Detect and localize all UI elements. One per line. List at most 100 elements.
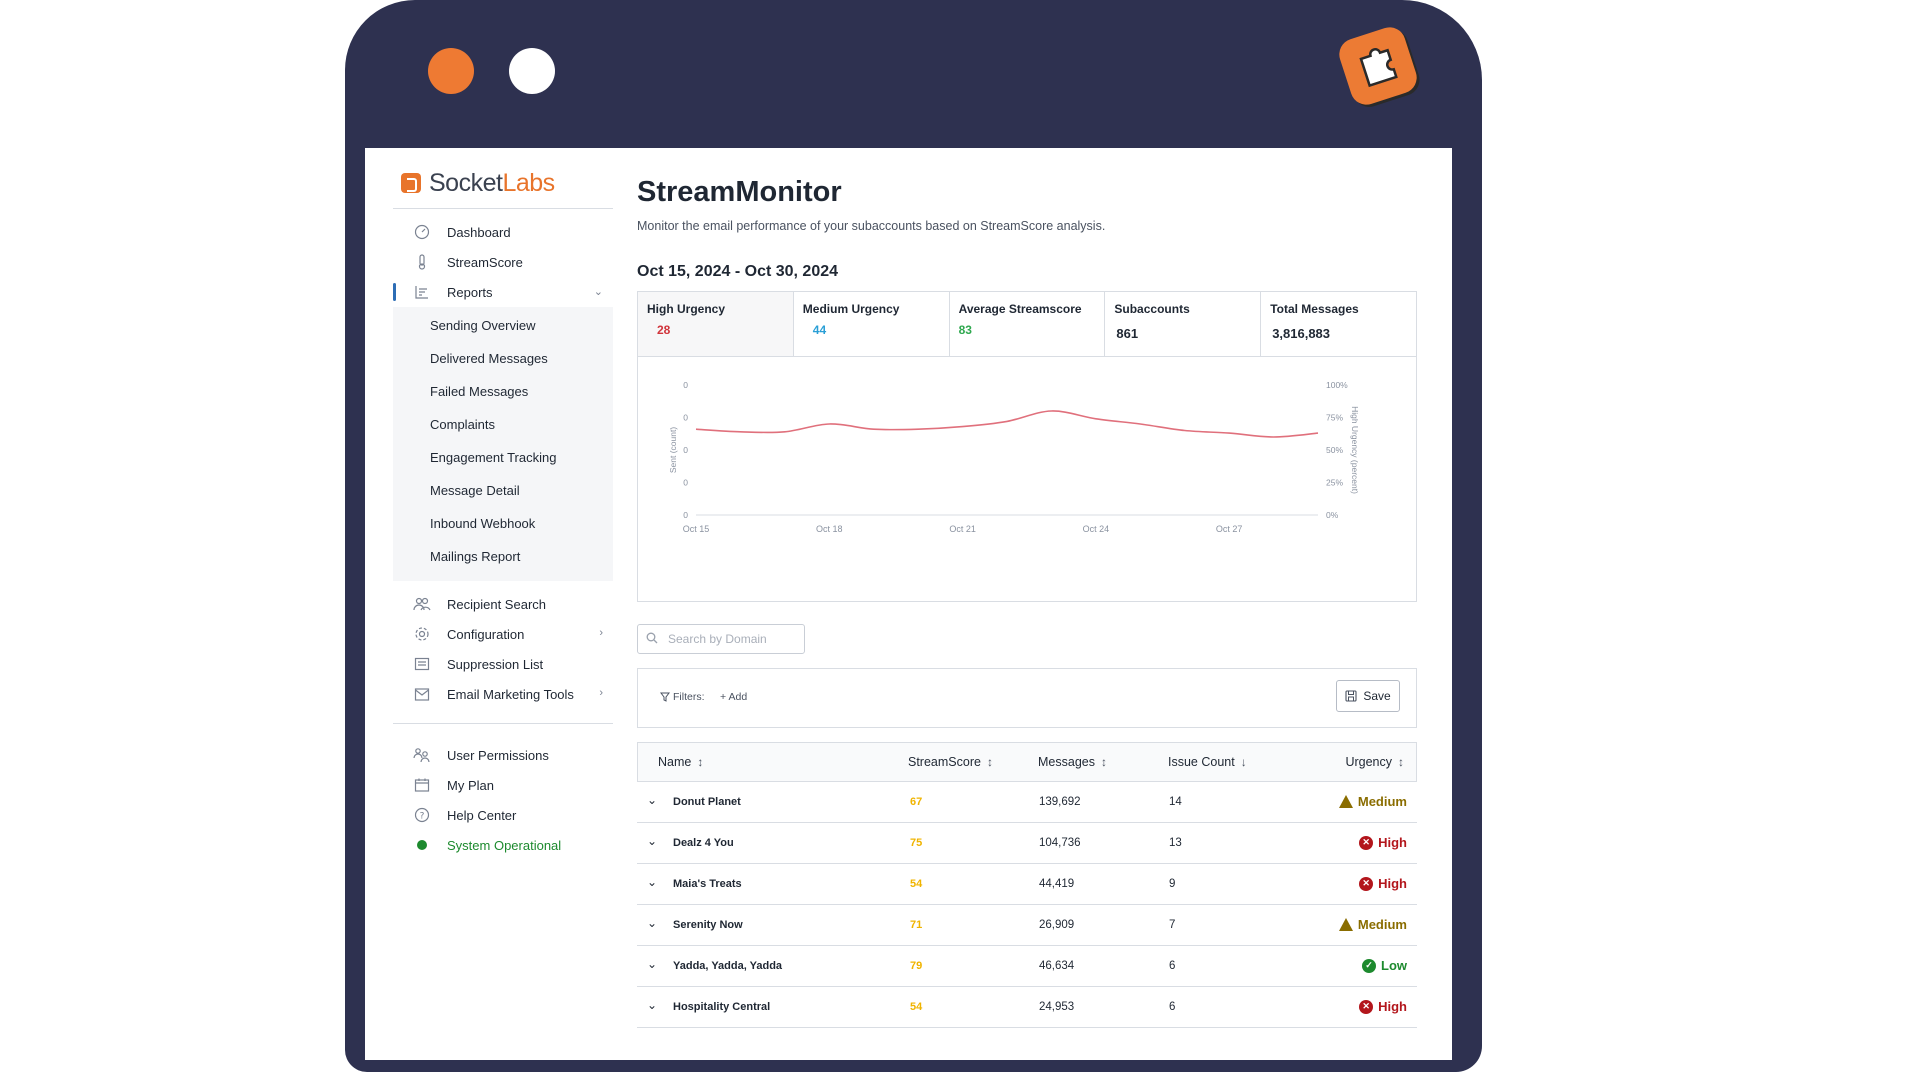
reports-subnav: Sending Overview Delivered Messages Fail… — [393, 307, 613, 581]
y-tick-label-left: 0 — [683, 445, 688, 455]
column-header-issue-count[interactable]: Issue Count ↓ — [1168, 755, 1247, 769]
row-streamscore: 54 — [910, 1001, 923, 1013]
table-row[interactable]: ⌄ Serenity Now 71 26,909 7 Medium — [637, 905, 1417, 946]
column-header-name[interactable]: Name ↕ — [658, 755, 703, 769]
row-streamscore: 67 — [910, 796, 923, 808]
series-line-high-urgency — [695, 410, 1319, 438]
urgency-label: High — [1378, 876, 1407, 891]
chevron-right-icon[interactable]: › — [599, 687, 603, 699]
mail-tools-icon — [413, 685, 431, 703]
users-icon — [413, 746, 431, 764]
stat-high-urgency[interactable]: High Urgency 28 — [638, 292, 794, 356]
subnav-item-engagement-tracking[interactable]: Engagement Tracking — [430, 450, 557, 465]
sidebar-item-reports[interactable]: Reports ⌄ — [393, 277, 613, 307]
date-range[interactable]: Oct 15, 2024 - Oct 30, 2024 — [637, 263, 839, 280]
logo-word-socket: Socket — [429, 168, 503, 197]
add-filter-button[interactable]: + Add — [720, 691, 748, 703]
sidebar-item-streamscore[interactable]: StreamScore — [393, 247, 613, 277]
row-messages: 24,953 — [1039, 1001, 1075, 1013]
stat-medium-urgency[interactable]: Medium Urgency 44 — [794, 292, 950, 356]
stat-subaccounts[interactable]: Subaccounts 861 — [1105, 292, 1262, 356]
chevron-down-icon[interactable]: ⌄ — [647, 957, 658, 971]
sidebar-item-label: Recipient Search — [447, 596, 546, 612]
table-row[interactable]: ⌄ Donut Planet 67 139,692 14 Medium — [637, 782, 1417, 823]
logo-mark-icon — [401, 173, 421, 193]
table-row[interactable]: ⌄ Hospitality Central 54 24,953 6 ✕ High — [637, 987, 1417, 1028]
sidebar-item-dashboard[interactable]: Dashboard — [393, 217, 613, 247]
domain-search[interactable] — [637, 624, 805, 654]
search-input[interactable] — [666, 631, 790, 647]
chevron-down-icon[interactable]: ⌄ — [647, 875, 658, 889]
chart-container: 0 0 0 0 0 100% 75% 50% 25% 0% Oct 15 Oct 18 Oct 21… — [637, 357, 1417, 602]
column-header-streamscore[interactable]: StreamScore ↕ — [908, 755, 993, 769]
row-messages: 26,909 — [1039, 919, 1075, 931]
urgency-badge: Medium — [1338, 917, 1407, 932]
stat-total-messages[interactable]: Total Messages 3,816,883 — [1261, 292, 1416, 356]
chevron-right-icon[interactable]: › — [599, 627, 603, 639]
column-header-urgency[interactable]: Urgency ↕ — [1345, 755, 1404, 769]
table-row[interactable]: ⌄ Maia's Treats 54 44,419 9 ✕ High — [637, 864, 1417, 905]
window-dot-orange[interactable] — [428, 48, 474, 94]
filters-label-text: Filters: — [673, 691, 705, 703]
row-streamscore: 79 — [910, 960, 923, 972]
subnav-item-failed-messages[interactable]: Failed Messages — [430, 384, 529, 399]
stat-average-streamscore[interactable]: Average Streamscore 83 — [950, 292, 1106, 356]
table-row[interactable]: ⌄ Dealz 4 You 75 104,736 13 ✕ High — [637, 823, 1417, 864]
sidebar: SocketLabs Dashboard StreamScore — [393, 168, 613, 860]
page-title: StreamMonitor — [637, 176, 842, 208]
sidebar-item-recipient-search[interactable]: Recipient Search — [393, 589, 613, 619]
sidebar-item-label: Dashboard — [447, 224, 511, 240]
sidebar-item-label: Email Marketing Tools — [447, 686, 574, 702]
save-icon — [1345, 690, 1357, 702]
sort-icon[interactable]: ↕ — [986, 755, 993, 769]
column-header-label: StreamScore — [908, 755, 981, 769]
sort-icon[interactable]: ↕ — [697, 755, 704, 769]
socketlabs-logo[interactable]: SocketLabs — [393, 168, 613, 209]
urgency-badge: ✕ High — [1359, 999, 1407, 1014]
sidebar-item-label: Configuration — [447, 626, 525, 642]
window-dot-white[interactable] — [509, 48, 555, 94]
sidebar-item-suppression-list[interactable]: Suppression List — [393, 649, 613, 679]
sidebar-item-help-center[interactable]: ? Help Center — [393, 800, 613, 830]
warning-icon — [1338, 918, 1353, 931]
urgency-badge: ✕ High — [1359, 876, 1407, 891]
sort-icon[interactable]: ↕ — [1398, 755, 1404, 769]
subnav-item-message-detail[interactable]: Message Detail — [430, 483, 520, 498]
y-tick-label-right: 50% — [1326, 445, 1343, 455]
chevron-down-icon[interactable]: ⌄ — [647, 834, 658, 848]
column-header-messages[interactable]: Messages ↕ — [1038, 755, 1107, 769]
subnav-item-mailings-report[interactable]: Mailings Report — [430, 549, 521, 564]
error-icon: ✕ — [1359, 835, 1374, 850]
sidebar-item-user-permissions[interactable]: User Permissions — [393, 740, 613, 770]
subnav-item-sending-overview[interactable]: Sending Overview — [430, 318, 536, 333]
subnav-item-inbound-webhook[interactable]: Inbound Webhook — [430, 516, 536, 531]
sidebar-item-my-plan[interactable]: My Plan — [393, 770, 613, 800]
sidebar-item-configuration[interactable]: Configuration › — [393, 619, 613, 649]
row-name: Maia's Treats — [673, 878, 742, 890]
urgency-badge: ✓ Low — [1362, 958, 1407, 973]
chevron-down-icon[interactable]: ⌄ — [647, 793, 658, 807]
table-row[interactable]: ⌄ Yadda, Yadda, Yadda 79 46,634 6 ✓ Low — [637, 946, 1417, 987]
save-button[interactable]: Save — [1336, 680, 1400, 712]
x-tick-label: Oct 24 — [1083, 524, 1110, 534]
y-tick-label-left: 0 — [683, 380, 688, 390]
stat-label: Medium Urgency — [802, 302, 900, 316]
subnav-item-delivered-messages[interactable]: Delivered Messages — [430, 351, 548, 366]
chevron-down-icon[interactable]: ⌄ — [647, 916, 658, 930]
sidebar-item-system-status[interactable]: System Operational — [393, 830, 613, 860]
error-icon: ✕ — [1359, 876, 1374, 891]
chevron-down-icon[interactable]: ⌄ — [593, 286, 603, 298]
sort-icon[interactable]: ↕ — [1100, 755, 1107, 769]
filter-icon — [660, 692, 670, 702]
row-name: Donut Planet — [673, 796, 741, 808]
sidebar-item-email-marketing-tools[interactable]: Email Marketing Tools › — [393, 679, 613, 709]
sidebar-item-label: System Operational — [447, 837, 562, 853]
row-issue-count: 9 — [1169, 878, 1176, 890]
sidebar-item-label: Suppression List — [447, 656, 544, 672]
people-icon — [413, 595, 431, 613]
sort-descending-icon[interactable]: ↓ — [1240, 755, 1247, 769]
logo-text: SocketLabs — [429, 169, 555, 198]
x-tick-label: Oct 18 — [816, 524, 843, 534]
subnav-item-complaints[interactable]: Complaints — [430, 417, 496, 432]
chevron-down-icon[interactable]: ⌄ — [647, 998, 658, 1012]
